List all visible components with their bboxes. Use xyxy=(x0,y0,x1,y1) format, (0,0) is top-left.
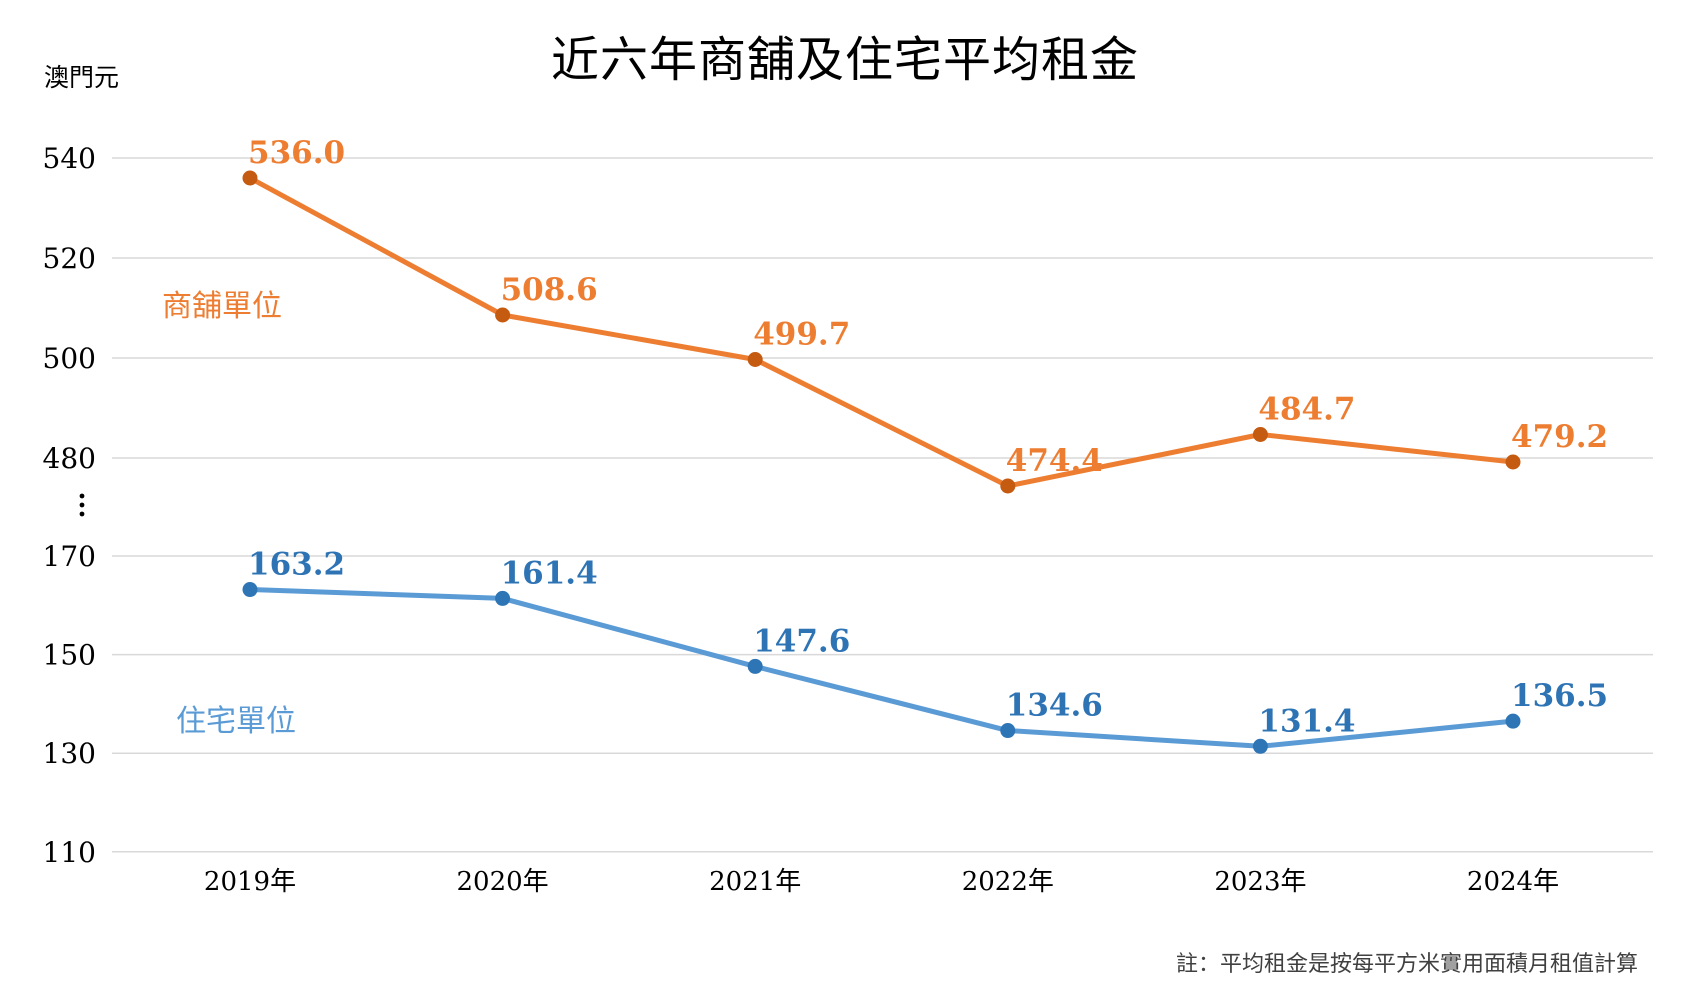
y-tick-label: 130 xyxy=(43,737,96,770)
data-label: 536.0 xyxy=(248,135,345,171)
data-label: 479.2 xyxy=(1511,419,1608,455)
data-label: 484.7 xyxy=(1258,392,1355,428)
axis-break-icon xyxy=(79,493,85,499)
data-label: 136.5 xyxy=(1511,678,1608,714)
data-label: 499.7 xyxy=(753,317,850,353)
data-point xyxy=(242,170,258,186)
y-tick-label: 500 xyxy=(43,342,96,375)
y-tick-label: 540 xyxy=(43,142,96,175)
data-label: 161.4 xyxy=(501,555,598,591)
data-label: 147.6 xyxy=(753,623,850,659)
data-point xyxy=(1505,713,1521,729)
series-line xyxy=(247,175,1516,489)
data-point xyxy=(1252,427,1268,442)
x-tick-label: 2022年 xyxy=(962,867,1054,897)
series-line xyxy=(247,587,1516,749)
data-point xyxy=(1000,478,1016,494)
data-point xyxy=(1000,723,1016,739)
series-label-residential-units: 住宅單位 xyxy=(176,704,296,739)
x-tick-label: 2019年 xyxy=(204,867,296,897)
y-tick-label: 110 xyxy=(43,836,96,869)
data-label: 163.2 xyxy=(248,547,345,583)
data-point xyxy=(747,352,763,367)
x-tick-label: 2024年 xyxy=(1467,867,1559,897)
x-tick-label: 2020年 xyxy=(457,867,549,897)
footnote: 註：平均租金是按每平方米實用面積月租值計算 xyxy=(1175,952,1638,977)
data-label: 508.6 xyxy=(501,272,598,308)
y-tick-label: 480 xyxy=(43,442,96,475)
x-tick-label: 2021年 xyxy=(709,867,801,897)
y-tick-label: 520 xyxy=(43,242,96,275)
data-point xyxy=(747,658,763,674)
data-label: 134.6 xyxy=(1006,688,1103,724)
data-label: 474.4 xyxy=(1006,443,1103,479)
x-tick-label: 2023年 xyxy=(1214,867,1306,897)
data-label: 131.4 xyxy=(1258,703,1355,739)
y-tick-label: 150 xyxy=(43,639,96,672)
data-point xyxy=(1505,454,1521,470)
axis-break-icon xyxy=(79,511,85,517)
data-point xyxy=(1252,738,1268,754)
data-point xyxy=(495,590,511,606)
data-point xyxy=(495,307,511,323)
axis-break-icon xyxy=(79,502,85,508)
y-axis-unit-label: 澳門元 xyxy=(44,63,120,92)
chart-title: 近六年商舖及住宅平均租金 xyxy=(550,32,1139,88)
data-point xyxy=(242,582,258,598)
series-label-shop-units: 商舖單位 xyxy=(162,289,282,324)
y-tick-label: 170 xyxy=(43,540,96,573)
